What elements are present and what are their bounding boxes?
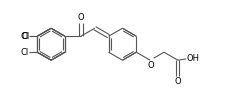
Text: OH: OH	[187, 54, 200, 63]
Text: O: O	[175, 77, 181, 86]
Text: Cl: Cl	[21, 32, 29, 41]
Text: Cl: Cl	[20, 48, 28, 57]
Text: Cl: Cl	[20, 32, 28, 41]
Text: O: O	[147, 61, 154, 70]
Text: O: O	[78, 13, 84, 22]
